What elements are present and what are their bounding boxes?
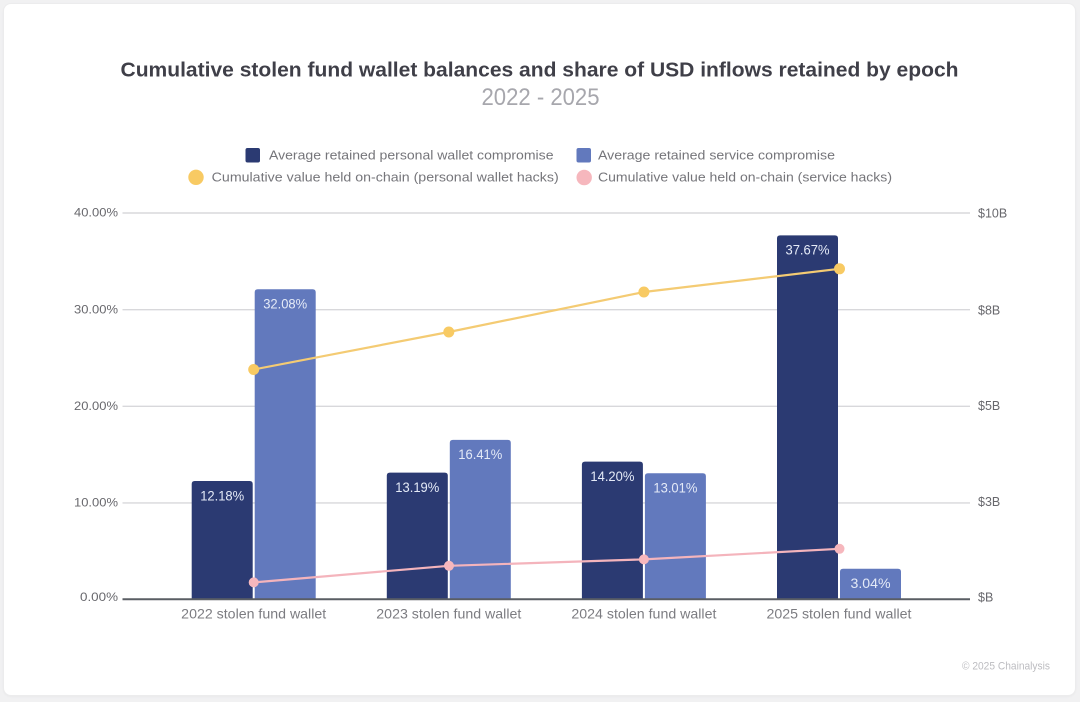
svg-text:30.00%: 30.00% bbox=[74, 302, 118, 316]
svg-text:2022 - 2025: 2022 - 2025 bbox=[482, 84, 600, 111]
svg-text:37.67%: 37.67% bbox=[786, 242, 830, 258]
svg-text:$10B: $10B bbox=[978, 206, 1007, 220]
svg-text:12.18%: 12.18% bbox=[200, 487, 244, 503]
svg-text:Cumulative value held on-chain: Cumulative value held on-chain (personal… bbox=[212, 170, 559, 185]
svg-text:2022 stolen fund wallet: 2022 stolen fund wallet bbox=[181, 606, 326, 622]
svg-text:3.04%: 3.04% bbox=[851, 575, 891, 591]
svg-text:2024 stolen fund wallet: 2024 stolen fund wallet bbox=[571, 606, 716, 622]
svg-text:0.00%: 0.00% bbox=[80, 590, 118, 604]
svg-text:Cumulative stolen fund wallet: Cumulative stolen fund wallet balances a… bbox=[121, 59, 959, 81]
svg-text:$5B: $5B bbox=[978, 399, 1000, 413]
svg-text:32.08%: 32.08% bbox=[263, 296, 307, 312]
svg-text:2023 stolen fund wallet: 2023 stolen fund wallet bbox=[376, 606, 521, 622]
svg-text:Average retained service compr: Average retained service compromise bbox=[598, 148, 835, 163]
svg-text:$B: $B bbox=[978, 590, 993, 604]
svg-text:13.19%: 13.19% bbox=[395, 479, 439, 495]
svg-text:16.41%: 16.41% bbox=[458, 446, 502, 462]
svg-text:Cumulative value held on-chain: Cumulative value held on-chain (service … bbox=[598, 170, 892, 185]
svg-text:10.00%: 10.00% bbox=[74, 496, 118, 510]
svg-text:$3B: $3B bbox=[978, 495, 1000, 509]
svg-text:Average retained personal wall: Average retained personal wallet comprom… bbox=[269, 148, 554, 163]
svg-text:14.20%: 14.20% bbox=[590, 468, 634, 484]
svg-text:20.00%: 20.00% bbox=[74, 399, 118, 413]
svg-text:2025 stolen fund wallet: 2025 stolen fund wallet bbox=[767, 606, 912, 622]
svg-text:© 2025 Chainalysis: © 2025 Chainalysis bbox=[962, 661, 1050, 673]
svg-text:13.01%: 13.01% bbox=[653, 480, 697, 496]
svg-text:40.00%: 40.00% bbox=[74, 206, 118, 220]
svg-text:$8B: $8B bbox=[978, 303, 1000, 317]
